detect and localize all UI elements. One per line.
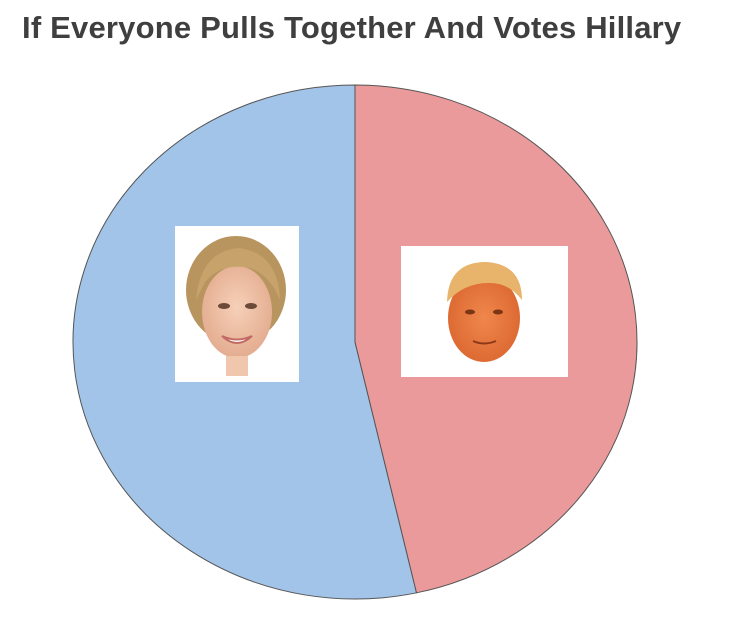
chart-title: If Everyone Pulls Together And Votes Hil… [22,10,682,45]
hillary-photo [175,226,299,382]
trump-photo [401,246,568,377]
